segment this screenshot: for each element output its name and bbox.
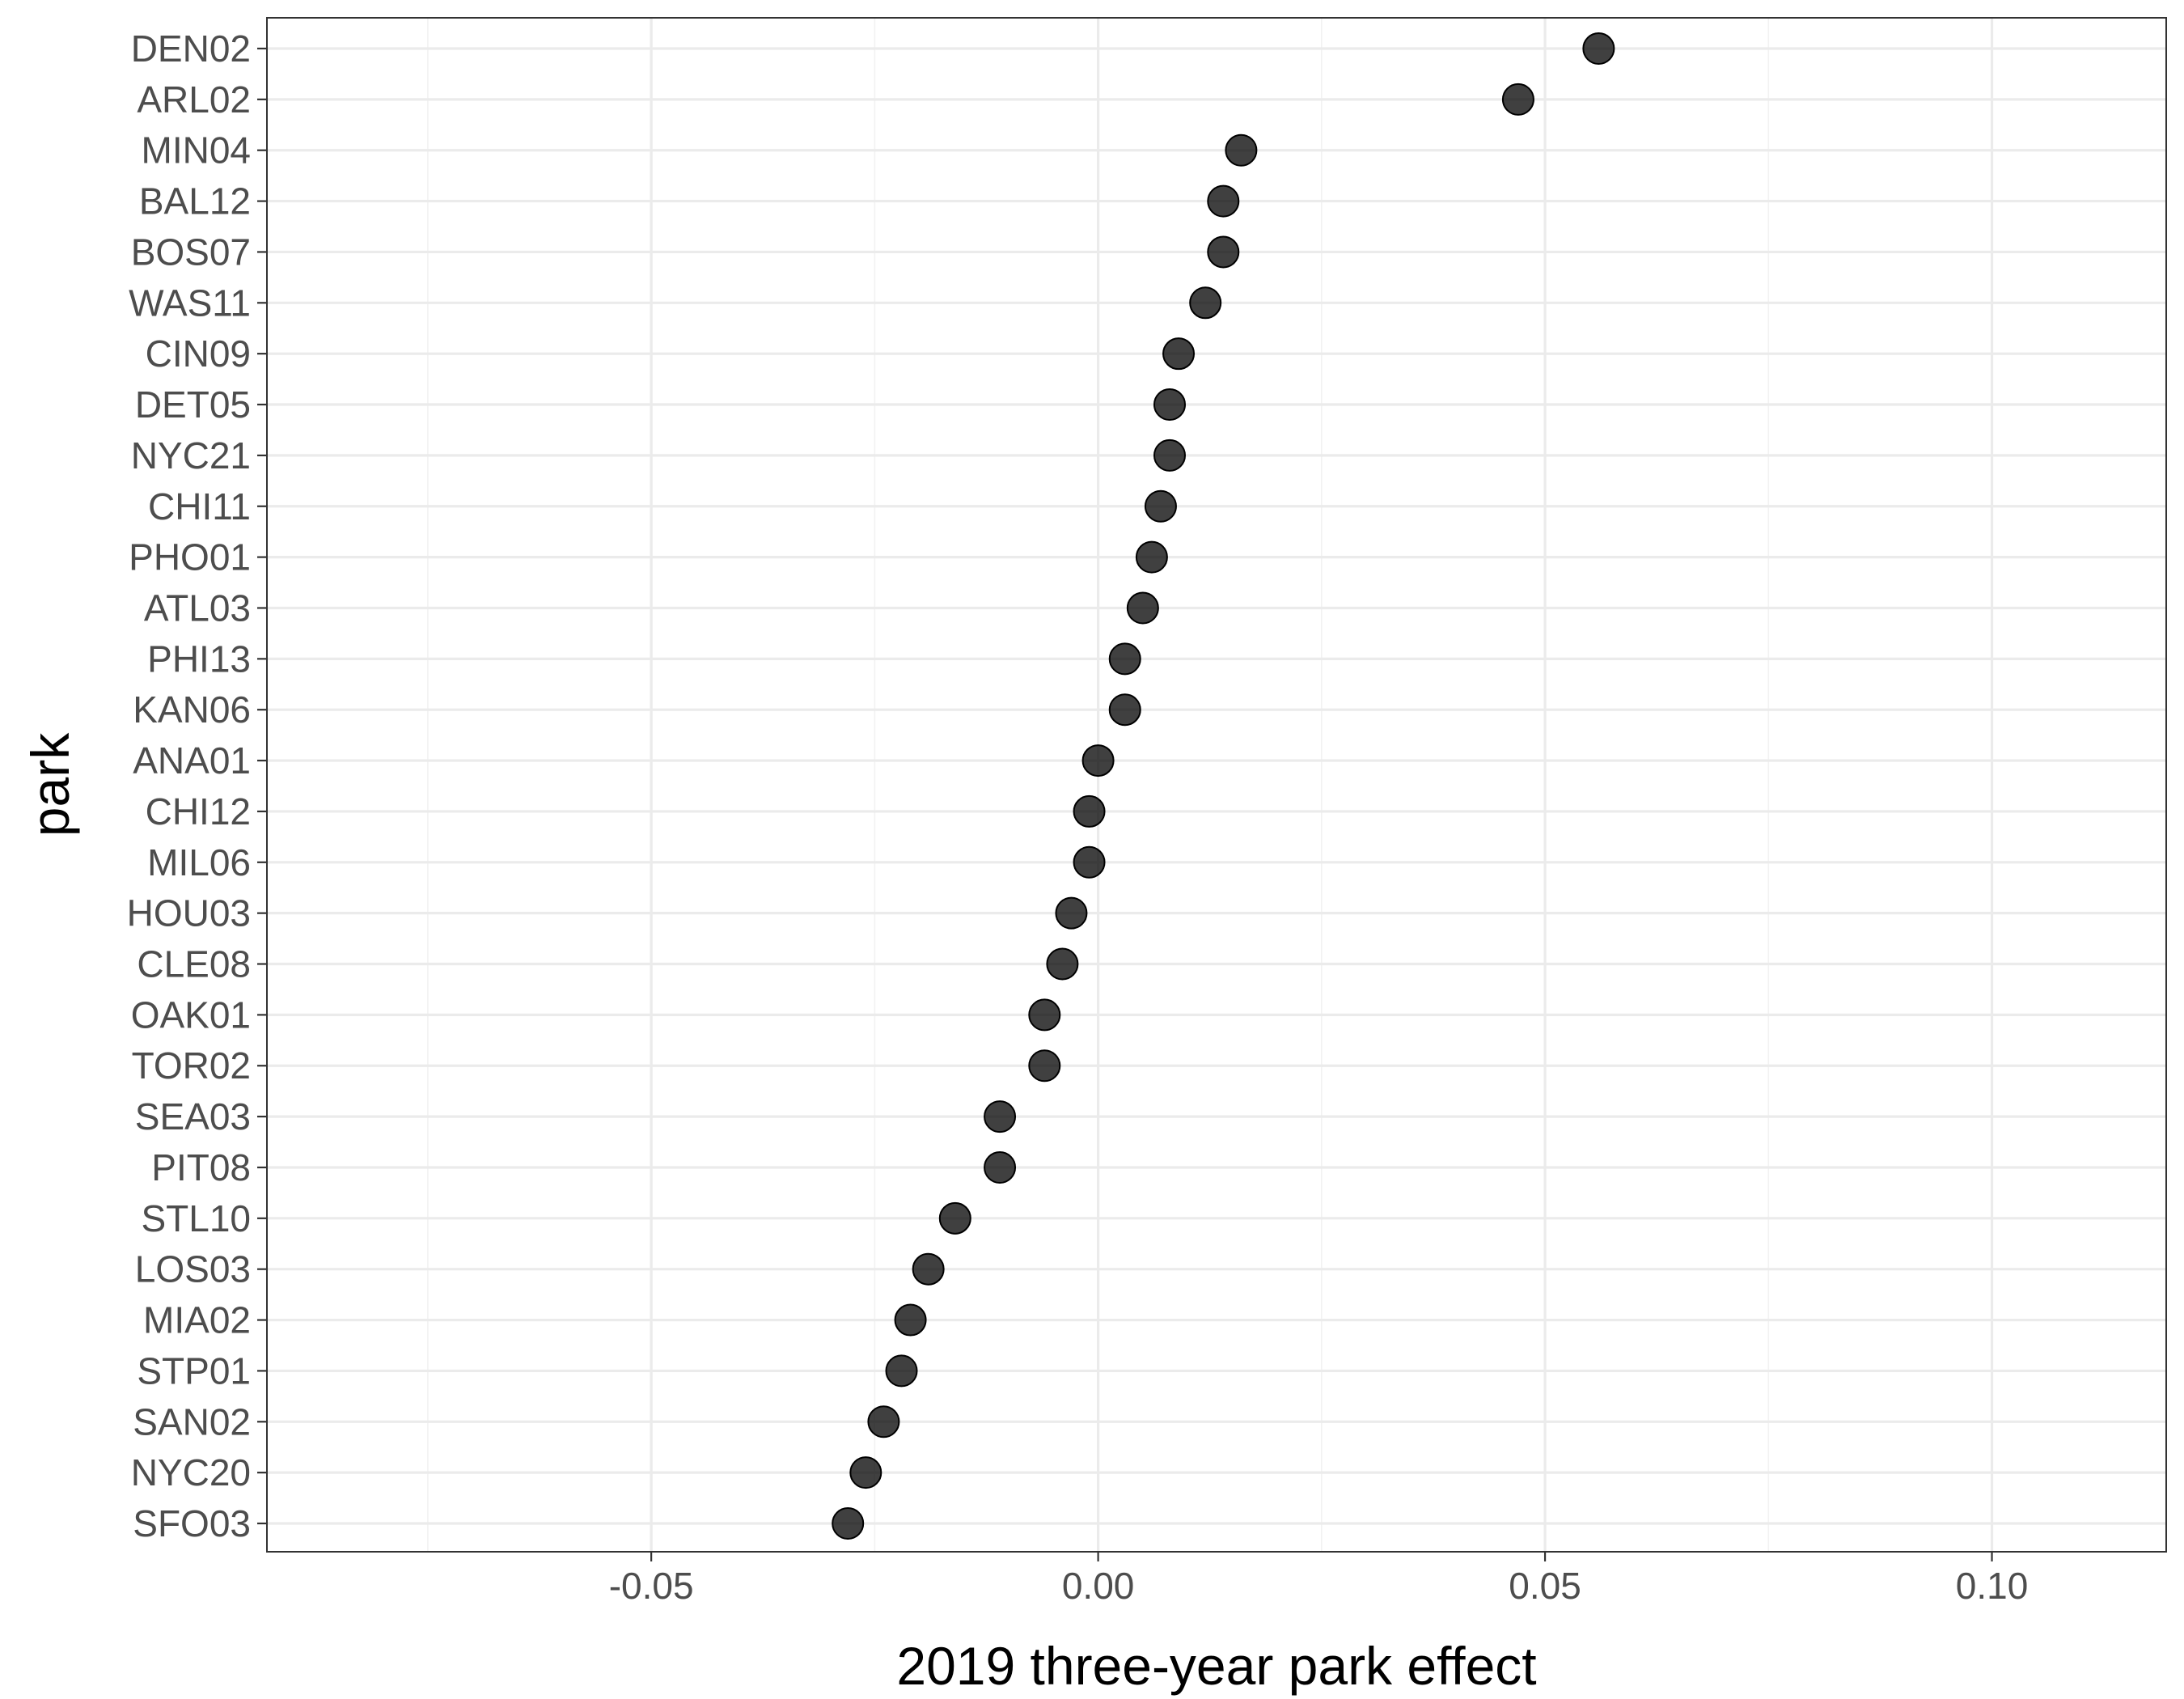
data-point — [1582, 32, 1615, 65]
y-tick-label: CLE08 — [137, 943, 251, 985]
tick-labels: -0.05 0.00 0.05 0.10 DEN02 ARL02 MIN04 BAL12 BOS… — [127, 28, 2029, 1607]
data-point — [1189, 286, 1222, 320]
y-tick-label: CIN09 — [146, 333, 251, 375]
y-tick-label: STP01 — [137, 1349, 251, 1392]
x-axis-title: 2019 three-year park effect — [896, 1636, 1536, 1696]
data-point — [832, 1507, 865, 1540]
y-tick-label: HOU03 — [127, 892, 251, 934]
data-point — [867, 1405, 900, 1438]
y-tick-label: BAL12 — [139, 180, 251, 222]
data-point — [1126, 591, 1159, 625]
y-tick-label: MIL06 — [147, 841, 251, 883]
y-tick-label: LOS03 — [135, 1248, 251, 1290]
y-tick-label: CHI12 — [146, 790, 251, 833]
y-tick-label: TOR02 — [132, 1044, 251, 1087]
data-point — [1028, 1049, 1061, 1083]
data-point — [1501, 83, 1534, 116]
y-tick-label: DEN02 — [131, 28, 251, 70]
grid-lines — [267, 18, 2166, 1552]
y-tick-label: WAS11 — [129, 282, 251, 324]
data-point — [984, 1100, 1017, 1133]
data-point — [984, 1150, 1017, 1184]
y-tick-label: ATL03 — [144, 587, 251, 629]
y-tick-label: MIN04 — [142, 129, 251, 172]
y-tick-label: NYC20 — [131, 1451, 251, 1494]
data-point — [1046, 947, 1079, 981]
x-tick-label: -0.05 — [609, 1565, 694, 1607]
y-tick-label: SEA03 — [135, 1095, 251, 1138]
data-point — [1073, 794, 1106, 828]
data-point — [1073, 845, 1106, 879]
data-point — [1028, 998, 1061, 1032]
data-point — [1225, 133, 1258, 167]
y-tick-label: PIT08 — [151, 1146, 251, 1188]
data-point — [1055, 896, 1088, 930]
data-point — [1207, 184, 1240, 218]
y-axis-title: park — [20, 732, 80, 837]
data-point — [1108, 693, 1141, 727]
data-point — [1153, 439, 1186, 472]
data-point — [1207, 235, 1240, 269]
plot-panel-border — [266, 17, 2167, 1553]
y-tick-label: SAN02 — [133, 1400, 251, 1443]
y-tick-label: STL10 — [141, 1197, 251, 1239]
y-tick-label: ARL02 — [137, 78, 251, 121]
y-tick-label: DET05 — [135, 383, 251, 426]
x-tick-label: 0.05 — [1509, 1565, 1581, 1607]
y-tick-label: KAN06 — [133, 688, 251, 731]
x-tick-label: 0.10 — [1956, 1565, 2029, 1607]
data-point — [1162, 337, 1196, 371]
data-point — [912, 1252, 945, 1286]
y-tick-label: CHI11 — [148, 485, 251, 527]
y-tick-label: OAK01 — [131, 994, 251, 1036]
data-point — [1144, 489, 1177, 523]
data-point — [894, 1303, 927, 1337]
y-tick-label: ANA01 — [133, 739, 251, 782]
data-point — [1135, 540, 1168, 574]
data-point — [849, 1456, 882, 1489]
data-point — [1108, 642, 1141, 676]
y-tick-label: PHO01 — [129, 536, 251, 578]
data-point — [1081, 744, 1115, 777]
x-tick-label: 0.00 — [1062, 1565, 1135, 1607]
y-tick-label: NYC21 — [131, 434, 251, 477]
axis-ticks — [257, 47, 1993, 1561]
data-point — [1153, 388, 1186, 422]
data-point — [938, 1201, 971, 1235]
data-point — [885, 1354, 918, 1388]
y-tick-label: BOS07 — [131, 231, 251, 273]
y-tick-label: PHI13 — [147, 638, 251, 680]
y-tick-label: SFO03 — [133, 1502, 251, 1544]
data-points — [832, 32, 1615, 1540]
y-tick-label: MIA02 — [143, 1299, 251, 1341]
